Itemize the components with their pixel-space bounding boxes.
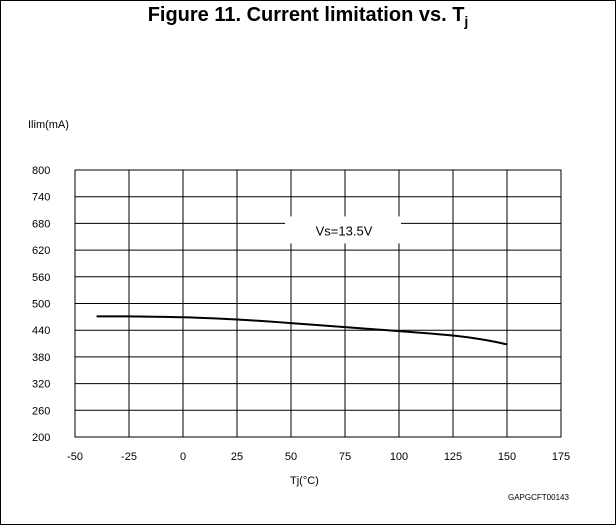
- x-tick-label: -25: [121, 451, 137, 463]
- x-tick-label: 0: [180, 451, 186, 463]
- x-axis-label: Tj(°C): [290, 475, 319, 487]
- chart-title-text: Figure 11. Current limitation vs. T: [147, 4, 465, 26]
- series-line: [96, 315, 508, 346]
- x-tick-label: 175: [552, 451, 570, 463]
- series-layer: [96, 315, 508, 346]
- y-tick-label: 560: [32, 272, 50, 284]
- chart-title: Figure 11. Current limitation vs. Tj: [0, 4, 616, 29]
- x-tick-label: -50: [67, 451, 83, 463]
- y-tick-label: 680: [32, 218, 50, 230]
- x-tick-label: 125: [444, 451, 462, 463]
- plot-area: [74, 169, 562, 438]
- y-axis-label: Ilim(mA): [28, 119, 69, 131]
- x-tick-label: 50: [285, 451, 297, 463]
- chart-title-subscript: j: [464, 13, 469, 29]
- x-tick-label: 25: [231, 451, 243, 463]
- ticks-layer: -50 -25 0 25 50 75 100 125 150 175 200 260 320 380 440…: [32, 165, 570, 463]
- x-tick-label: 100: [390, 451, 408, 463]
- grid-layer: [75, 170, 561, 437]
- y-tick-label: 440: [32, 325, 50, 337]
- y-tick-label: 200: [32, 432, 50, 444]
- y-tick-label: 380: [32, 352, 50, 364]
- y-tick-label: 620: [32, 245, 50, 257]
- y-tick-label: 740: [32, 192, 50, 204]
- y-tick-label: 800: [32, 165, 50, 177]
- y-tick-label: 260: [32, 405, 50, 417]
- figure-code: GAPGCFT00143: [508, 493, 569, 502]
- annotation-background: [285, 216, 401, 244]
- annotation-label: Vs=13.5V: [316, 223, 373, 238]
- x-tick-label: 150: [498, 451, 516, 463]
- y-tick-label: 500: [32, 299, 50, 311]
- y-tick-label: 320: [32, 379, 50, 391]
- x-tick-label: 75: [339, 451, 351, 463]
